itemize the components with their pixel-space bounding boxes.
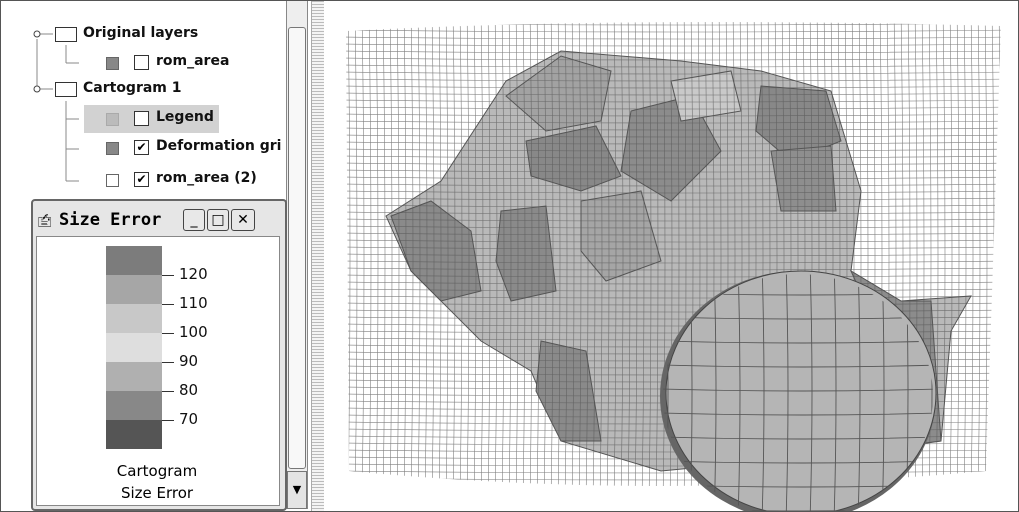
layer-label[interactable]: Cartogram 1 [83,80,182,96]
grid-line [341,11,343,501]
tick-label: 120 [179,265,208,283]
swatch [106,420,162,449]
tick-label: 110 [179,294,208,312]
grid-line [957,11,959,501]
maximize-button[interactable]: □ [207,209,229,231]
grid-line [341,492,1011,494]
grid-line [341,58,1011,60]
tick-mark [162,391,174,392]
grid-line [341,16,1011,18]
layer-color [106,113,119,126]
checkbox[interactable]: ✔ [134,172,149,187]
tick-mark [162,304,174,305]
layer-label[interactable]: Legend [156,109,214,125]
grid-line [341,23,1011,25]
splitter[interactable] [311,1,324,511]
app-window: Original layers rom_area Cartogram 1 Leg… [0,0,1019,512]
grid-line [978,11,980,501]
grid-line [355,11,357,501]
scroll-down[interactable]: ▼ [287,471,307,509]
grid-line [383,11,385,501]
layer-label[interactable]: Deformation gri [156,138,281,154]
folder-icon [55,27,77,42]
grid-line [348,11,350,501]
grid-line [376,11,378,501]
grid-line [1006,11,1008,501]
grid-line [341,478,1011,480]
swatch [106,246,162,275]
grid-line [992,11,994,501]
layer-color [106,142,119,155]
swatch [106,333,162,362]
tick-mark [162,333,174,334]
swatch [106,304,162,333]
legend-caption: Cartogram [36,462,278,480]
layer-label[interactable]: rom_area (2) [156,170,257,186]
grid-line [971,11,973,501]
grid-line [950,11,952,501]
window-icon: 🖆 [37,213,52,235]
grid-line [341,499,1011,501]
tick-mark [162,420,174,421]
grid-line [369,11,371,501]
checkbox[interactable]: ✔ [134,140,149,155]
swatch [106,275,162,304]
close-button[interactable]: ✕ [231,209,255,231]
grid-line [341,51,1011,53]
legend-caption: Size Error [36,484,278,502]
grid-line [985,11,987,501]
scroll-thumb[interactable] [288,27,306,469]
grid-line [964,11,966,501]
swatch [106,362,162,391]
layer-label[interactable]: Original layers [83,25,198,41]
folder-icon [55,82,77,97]
grid-line [341,471,1011,473]
layer-label[interactable]: rom_area [156,53,229,69]
map-view [331,1,1017,511]
swatch [106,391,162,420]
window-title: Size Error [59,210,161,230]
grid-line [341,37,1011,39]
tick-label: 80 [179,381,198,399]
checkbox[interactable] [134,55,149,70]
tick-mark [162,362,174,363]
grid-line [362,11,364,501]
tick-label: 90 [179,352,198,370]
tick-label: 70 [179,410,198,428]
grid-line [999,11,1001,501]
grid-line [397,11,399,501]
layer-color [106,174,119,187]
minimize-button[interactable]: _ [183,209,205,231]
grid-line [390,11,392,501]
legend-swatches [106,246,162,449]
grid-line [341,30,1011,32]
checkbox[interactable] [134,111,149,126]
layer-color [106,57,119,70]
grid-line [341,44,1011,46]
grid-line [943,11,945,501]
tick-mark [162,275,174,276]
tick-label: 100 [179,323,208,341]
grid-line [341,485,1011,487]
